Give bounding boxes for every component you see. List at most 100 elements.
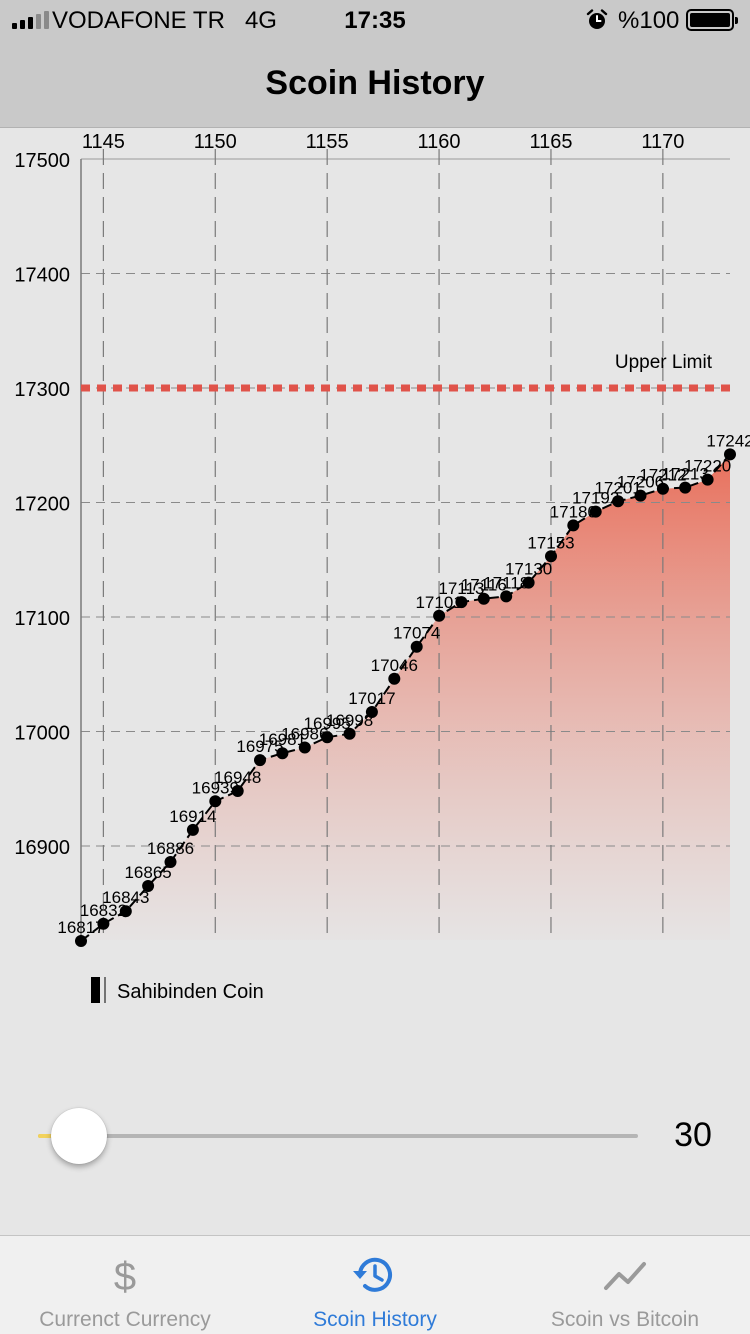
data-point[interactable] [634,489,647,502]
slider-thumb[interactable] [51,1108,107,1164]
data-point[interactable] [164,856,177,868]
slider-track[interactable] [38,1134,638,1138]
tab-bar: $ Currenct Currency Scoin History Scoin … [0,1235,750,1334]
data-point[interactable] [656,482,669,495]
data-point[interactable] [679,481,692,494]
x-tick-label: 1150 [194,131,237,153]
y-tick-label: 17100 [14,608,70,630]
data-label: 17130 [505,560,552,579]
upper-limit-label: Upper Limit [615,352,713,373]
data-label: 17242 [706,431,750,450]
legend-label: Sahibinden Coin [117,981,264,1003]
data-point[interactable] [276,747,289,760]
y-tick-label: 17400 [14,264,70,286]
data-point[interactable] [589,505,602,518]
y-tick-label: 17200 [14,493,70,515]
tab-label: Scoin History [313,1308,437,1331]
data-label: 17213 [662,465,709,484]
data-label: 17206 [617,473,664,492]
data-label: 17212 [639,466,686,485]
data-point[interactable] [365,706,378,718]
x-tick-label: 1165 [529,131,572,153]
data-point[interactable] [343,727,356,740]
data-label: 17074 [393,624,440,643]
data-point[interactable] [254,754,266,767]
data-label: 17113 [438,579,484,598]
data-point[interactable] [142,880,155,892]
battery-percent: %100 [618,7,680,34]
alarm-clock-icon [586,9,608,29]
carrier-name: VODAFONE TR [52,7,225,34]
data-label: 17116 [461,576,507,595]
network-type: 4G [244,7,277,34]
data-point[interactable] [567,519,580,532]
data-point[interactable] [75,935,87,947]
tab-scoin-history[interactable]: Scoin History [250,1236,500,1334]
data-point[interactable] [321,731,334,744]
history-clock-icon [353,1257,392,1292]
days-slider[interactable] [38,1108,638,1164]
data-label: 17201 [594,478,641,497]
svg-text:$: $ [114,1255,136,1296]
data-label: 16914 [169,807,216,826]
tab-current-currency[interactable]: $ Currenct Currency [0,1236,250,1334]
tab-scoin-vs-bitcoin[interactable]: Scoin vs Bitcoin [500,1236,750,1334]
y-tick-label: 17000 [14,722,70,744]
data-point[interactable] [455,596,468,609]
data-point[interactable] [612,495,625,508]
data-label: 16939 [192,778,239,797]
legend-swatch [91,977,100,1003]
slider-value: 30 [674,1116,712,1154]
slider-track-fill [38,1134,52,1138]
data-point[interactable] [410,640,423,653]
x-tick-label: 1155 [306,131,349,153]
data-point[interactable] [701,473,714,486]
status-bar: VODAFONE TR 4G 17:35 %100 [0,0,750,40]
data-point[interactable] [477,592,490,605]
data-point[interactable] [119,905,132,918]
data-label: 16975 [236,737,283,756]
data-label: 16832 [80,901,127,920]
history-chart-svg: 17500 17400 17300 17200 17100 17000 16900 1145 1… [14,131,750,1003]
data-point[interactable] [500,590,513,603]
data-label: 16948 [214,768,261,787]
data-label: 16843 [102,888,149,907]
x-tick-label: 1145 [82,131,125,153]
battery-icon [686,9,738,31]
x-tick-label: 1160 [418,131,461,153]
data-point[interactable] [433,609,446,622]
data-point[interactable] [545,550,557,563]
data-label: 16981 [259,730,306,749]
carrier-text: VODAFONE TR 4G [52,7,277,35]
y-tick-label: 16900 [14,837,70,859]
tab-label: Currenct Currency [39,1308,211,1331]
data-point[interactable] [724,448,736,461]
data-label: 16817 [57,918,104,937]
status-time: 17:35 [344,7,406,34]
data-label: 17180 [550,502,597,521]
y-tick-label: 17500 [14,150,70,172]
data-label: 17153 [527,533,574,552]
data-label: 17046 [371,656,418,675]
data-label: 16886 [147,839,194,858]
data-point[interactable] [209,795,222,808]
data-point[interactable] [186,823,199,836]
trend-line-icon [604,1262,646,1290]
data-label: 17220 [684,457,731,476]
data-label: 16865 [124,863,171,882]
data-label: 17101 [415,593,462,612]
x-tick-label: 1170 [641,131,684,153]
data-label: 16986 [281,725,328,744]
chart-area-fill [81,454,730,941]
data-point[interactable] [388,672,401,685]
tab-label: Scoin vs Bitcoin [550,1308,700,1331]
data-point[interactable] [522,576,535,589]
y-tick-label: 17300 [14,379,70,401]
signal-bars-icon [12,11,49,29]
data-point[interactable] [97,917,110,930]
data-point[interactable] [231,785,244,797]
page-title: Scoin History [265,64,485,102]
data-point[interactable] [298,741,311,754]
history-chart[interactable]: 17500 17400 17300 17200 17100 17000 16900 1145 1… [0,129,750,1009]
data-label: 16998 [326,711,373,730]
